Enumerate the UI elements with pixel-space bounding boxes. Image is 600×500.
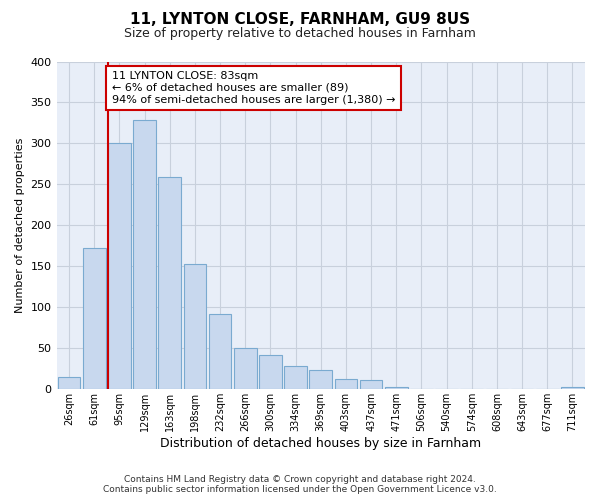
Text: 11, LYNTON CLOSE, FARNHAM, GU9 8US: 11, LYNTON CLOSE, FARNHAM, GU9 8US [130, 12, 470, 28]
X-axis label: Distribution of detached houses by size in Farnham: Distribution of detached houses by size … [160, 437, 481, 450]
Bar [259, 355, 282, 390]
Bar [234, 348, 257, 390]
Bar [209, 314, 232, 390]
Text: Size of property relative to detached houses in Farnham: Size of property relative to detached ho… [124, 28, 476, 40]
Bar [335, 378, 357, 390]
Text: Contains HM Land Registry data © Crown copyright and database right 2024.
Contai: Contains HM Land Registry data © Crown c… [103, 474, 497, 494]
Bar [133, 120, 156, 390]
Text: 11 LYNTON CLOSE: 83sqm
← 6% of detached houses are smaller (89)
94% of semi-deta: 11 LYNTON CLOSE: 83sqm ← 6% of detached … [112, 72, 395, 104]
Bar [360, 380, 382, 390]
Bar [184, 264, 206, 390]
Bar [310, 370, 332, 390]
Bar [158, 177, 181, 390]
Bar [561, 387, 584, 390]
Bar [284, 366, 307, 390]
Y-axis label: Number of detached properties: Number of detached properties [15, 138, 25, 313]
Bar [108, 142, 131, 390]
Bar [58, 377, 80, 390]
Bar [385, 387, 407, 390]
Bar [83, 248, 106, 390]
